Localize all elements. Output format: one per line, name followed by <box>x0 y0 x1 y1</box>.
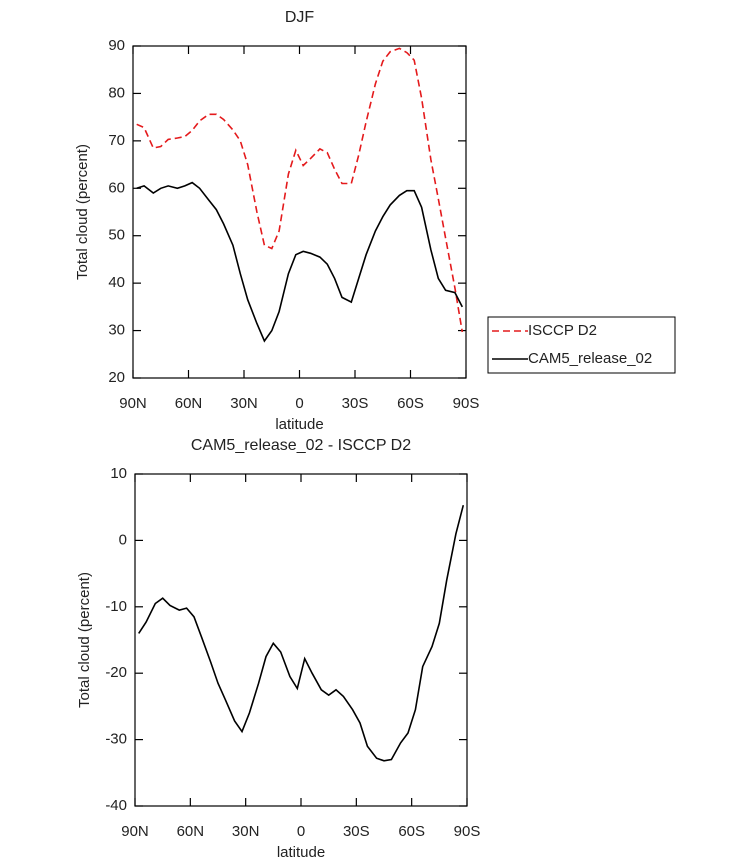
data-line <box>136 47 464 333</box>
x-tick-label: 60S <box>398 823 425 840</box>
x-tick-label: 60S <box>397 395 424 412</box>
chart-title: CAM5_release_02 - ISCCP D2 <box>191 437 411 454</box>
y-tick-label: 30 <box>108 322 125 339</box>
x-axis-label: latitude <box>277 844 325 861</box>
y-tick-label: 0 <box>119 531 127 548</box>
y-axis-label: Total cloud (percent) <box>74 144 91 280</box>
x-tick-label: 0 <box>297 823 305 840</box>
legend-box <box>487 316 676 374</box>
x-tick-label: 90N <box>121 823 149 840</box>
y-tick-label: 20 <box>108 369 125 386</box>
x-tick-label: 30N <box>232 823 260 840</box>
y-tick-label: -30 <box>105 731 127 748</box>
x-tick-label: 60N <box>175 395 203 412</box>
x-tick-label: 90N <box>119 395 147 412</box>
y-tick-label: 80 <box>108 84 125 101</box>
y-tick-label: 40 <box>108 274 125 291</box>
y-tick-label: -20 <box>105 664 127 681</box>
y-tick-label: 10 <box>110 465 127 482</box>
x-axis-label: latitude <box>275 416 323 433</box>
y-tick-label: -10 <box>105 598 127 615</box>
plot-frame <box>132 45 467 379</box>
x-tick-label: 60N <box>177 823 205 840</box>
data-line <box>136 181 464 343</box>
x-tick-label: 30S <box>343 823 370 840</box>
x-tick-label: 90S <box>454 823 481 840</box>
legend-label: CAM5_release_02 <box>528 350 652 367</box>
y-tick-label: -40 <box>105 797 127 814</box>
y-tick-label: 50 <box>108 227 125 244</box>
x-tick-label: 30S <box>342 395 369 412</box>
y-axis-label: Total cloud (percent) <box>76 572 93 708</box>
legend-label: ISCCP D2 <box>528 322 597 339</box>
data-line <box>138 504 465 762</box>
chart-title: DJF <box>285 9 315 26</box>
x-tick-label: 30N <box>230 395 258 412</box>
x-tick-label: 0 <box>295 395 303 412</box>
x-tick-label: 90S <box>453 395 480 412</box>
y-tick-label: 60 <box>108 179 125 196</box>
plot-frame <box>134 473 468 807</box>
y-tick-label: 70 <box>108 132 125 149</box>
y-tick-label: 90 <box>108 37 125 54</box>
